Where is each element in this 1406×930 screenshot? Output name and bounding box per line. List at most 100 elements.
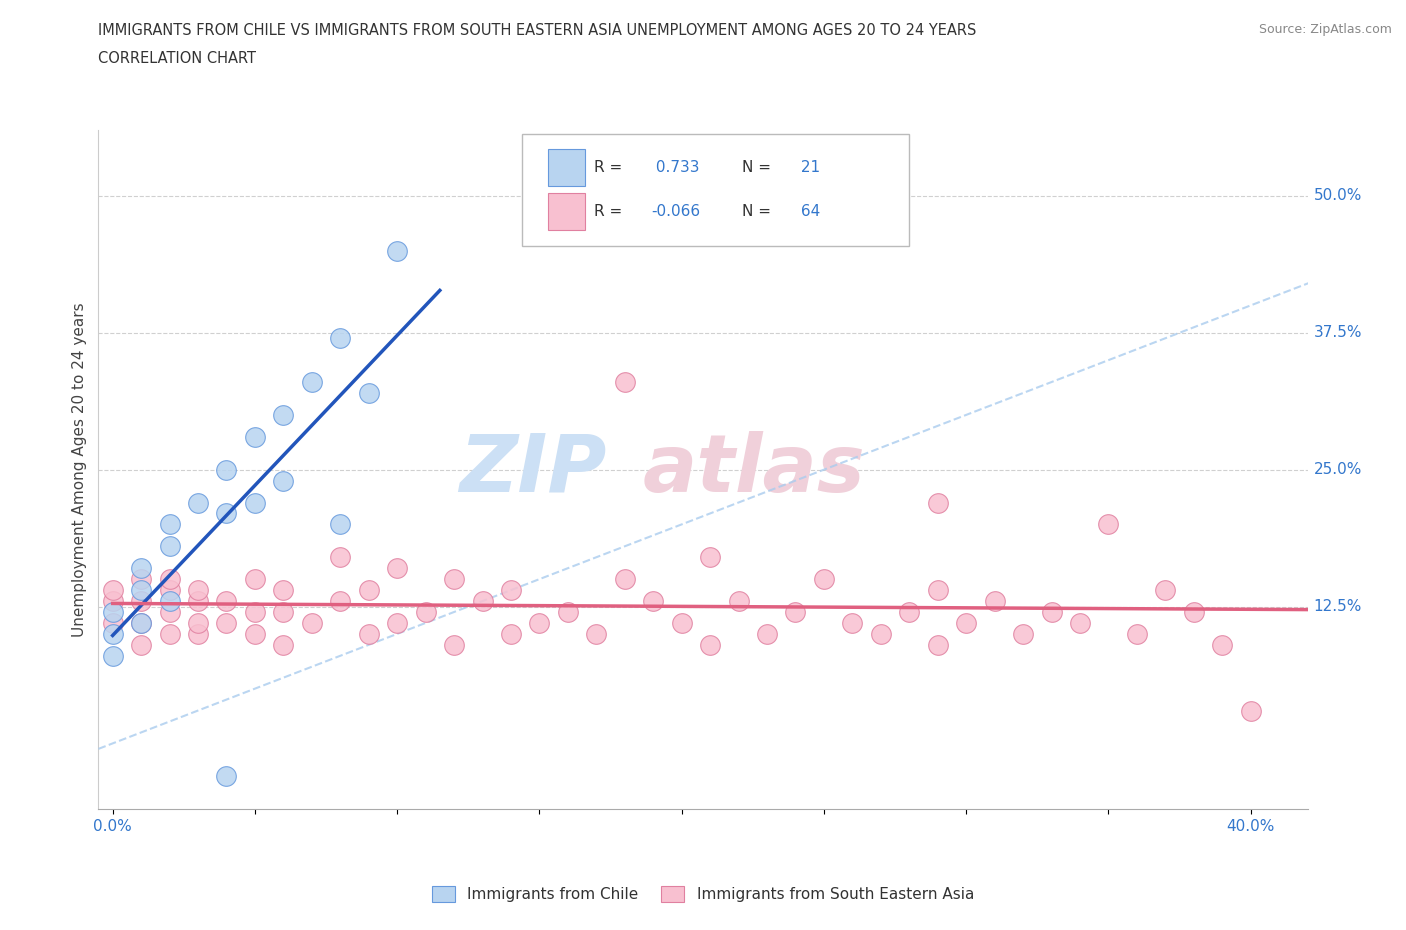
Point: [699, 637, 721, 652]
Text: 21: 21: [796, 160, 820, 175]
Point: [273, 583, 295, 598]
Point: [215, 616, 238, 631]
Point: [643, 593, 665, 608]
Point: [927, 583, 949, 598]
Point: [101, 627, 124, 642]
Point: [187, 495, 209, 510]
Point: [357, 627, 380, 642]
Point: [329, 593, 352, 608]
Text: R =: R =: [595, 205, 627, 219]
Point: [329, 517, 352, 532]
Point: [129, 583, 152, 598]
Point: [557, 604, 579, 619]
Legend: Immigrants from Chile, Immigrants from South Eastern Asia: Immigrants from Chile, Immigrants from S…: [426, 880, 980, 909]
Point: [243, 430, 266, 445]
Point: [813, 572, 835, 587]
Text: 64: 64: [796, 205, 820, 219]
Point: [215, 506, 238, 521]
Point: [129, 561, 152, 576]
Point: [699, 550, 721, 565]
FancyBboxPatch shape: [522, 134, 908, 246]
Point: [159, 538, 181, 553]
Point: [187, 583, 209, 598]
Text: Source: ZipAtlas.com: Source: ZipAtlas.com: [1258, 23, 1392, 36]
Point: [1097, 517, 1119, 532]
Point: [499, 627, 522, 642]
Point: [101, 593, 124, 608]
Text: atlas: atlas: [643, 431, 865, 509]
Point: [357, 386, 380, 401]
Text: 37.5%: 37.5%: [1313, 326, 1362, 340]
Bar: [548, 193, 585, 231]
Point: [273, 637, 295, 652]
Point: [243, 604, 266, 619]
Point: [215, 462, 238, 477]
Point: [273, 604, 295, 619]
Point: [357, 583, 380, 598]
Point: [101, 648, 124, 663]
Point: [243, 495, 266, 510]
Point: [329, 331, 352, 346]
Point: [159, 583, 181, 598]
Point: [585, 627, 607, 642]
Point: [1069, 616, 1091, 631]
Point: [869, 627, 891, 642]
Point: [187, 627, 209, 642]
Point: [1012, 627, 1035, 642]
Text: IMMIGRANTS FROM CHILE VS IMMIGRANTS FROM SOUTH EASTERN ASIA UNEMPLOYMENT AMONG A: IMMIGRANTS FROM CHILE VS IMMIGRANTS FROM…: [98, 23, 977, 38]
Point: [101, 583, 124, 598]
Point: [841, 616, 863, 631]
Point: [129, 637, 152, 652]
Point: [273, 473, 295, 488]
Point: [101, 604, 124, 619]
Point: [385, 244, 408, 259]
Text: 12.5%: 12.5%: [1313, 599, 1362, 614]
Point: [785, 604, 807, 619]
Point: [159, 572, 181, 587]
Point: [415, 604, 437, 619]
Point: [1240, 703, 1263, 718]
Point: [273, 407, 295, 422]
Point: [1040, 604, 1063, 619]
Point: [159, 517, 181, 532]
Point: [301, 616, 323, 631]
Bar: [548, 149, 585, 186]
Point: [385, 561, 408, 576]
Point: [159, 604, 181, 619]
Point: [499, 583, 522, 598]
Point: [385, 616, 408, 631]
Point: [243, 572, 266, 587]
Point: [1182, 604, 1205, 619]
Point: [1126, 627, 1149, 642]
Point: [215, 769, 238, 784]
Point: [301, 375, 323, 390]
Point: [159, 593, 181, 608]
Point: [243, 627, 266, 642]
Point: [471, 593, 494, 608]
Point: [927, 495, 949, 510]
Text: N =: N =: [742, 205, 776, 219]
Text: -0.066: -0.066: [651, 205, 700, 219]
Point: [927, 637, 949, 652]
Point: [613, 375, 636, 390]
Y-axis label: Unemployment Among Ages 20 to 24 years: Unemployment Among Ages 20 to 24 years: [72, 302, 87, 637]
Point: [955, 616, 977, 631]
Point: [215, 593, 238, 608]
Point: [613, 572, 636, 587]
Point: [529, 616, 551, 631]
Point: [129, 572, 152, 587]
Point: [129, 616, 152, 631]
Text: N =: N =: [742, 160, 776, 175]
Point: [727, 593, 749, 608]
Text: ZIP: ZIP: [458, 431, 606, 509]
Text: CORRELATION CHART: CORRELATION CHART: [98, 51, 256, 66]
Point: [443, 637, 465, 652]
Point: [187, 593, 209, 608]
Point: [983, 593, 1005, 608]
Point: [101, 616, 124, 631]
Text: R =: R =: [595, 160, 627, 175]
Point: [329, 550, 352, 565]
Point: [1211, 637, 1233, 652]
Text: 25.0%: 25.0%: [1313, 462, 1362, 477]
Point: [159, 627, 181, 642]
